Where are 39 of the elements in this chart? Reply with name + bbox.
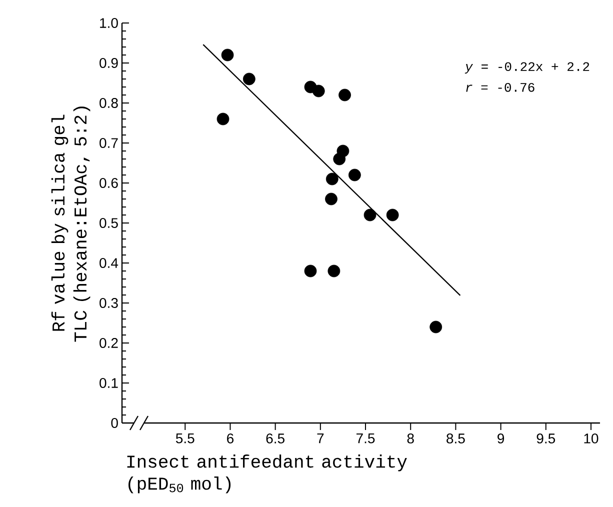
x-tick-label: 10 — [584, 434, 598, 444]
y-tick-label: 0 — [111, 418, 118, 428]
point — [304, 264, 317, 278]
x-tick-label: 7 — [317, 434, 324, 444]
x-tick-label: 8.5 — [446, 434, 465, 444]
y-tick-label: 0.7 — [100, 138, 118, 148]
x-tick-label: 6 — [227, 434, 234, 444]
point — [386, 208, 399, 222]
y-tick-label: 0.1 — [100, 378, 118, 388]
point — [328, 264, 340, 278]
x-tick-label: 7.5 — [356, 434, 375, 444]
x-tick-label: 8 — [407, 434, 414, 444]
point — [364, 208, 376, 222]
x-tick-label: 9 — [498, 434, 504, 444]
y-tick-label: 0.9 — [100, 58, 118, 68]
y-tick-label: 0.3 — [100, 298, 118, 308]
point — [242, 72, 256, 86]
point — [221, 48, 234, 62]
x-tick-label: 9.5 — [536, 434, 556, 444]
y-tick-label: 0.5 — [100, 218, 118, 228]
y-tick-label: 0.8 — [100, 98, 118, 108]
y-tick-label: 0.4 — [100, 258, 118, 268]
y-tick-label: 0.2 — [100, 338, 118, 348]
point — [216, 112, 230, 126]
x-axis-title: Insect antifeedant activity (pED$_{50}$ mol) — [127, 454, 407, 494]
point — [312, 84, 325, 98]
point — [430, 320, 442, 334]
y-tick-label: 1.0 — [100, 18, 118, 28]
point — [325, 192, 338, 206]
point — [338, 88, 351, 102]
annotation: r = -0.76 — [466, 82, 534, 92]
x-tick-label: 6.5 — [266, 434, 284, 444]
y-axis-title: Rf value by silica gel TLC (hexane:EtOAc, 5:2) — [51, 106, 90, 342]
x-tick-label: 5.5 — [176, 434, 194, 444]
point — [333, 152, 346, 166]
point — [348, 168, 361, 182]
point — [326, 172, 338, 186]
annotation: y = -0.22x + 2.2 — [464, 62, 590, 74]
y-tick-label: 0.6 — [100, 178, 118, 188]
